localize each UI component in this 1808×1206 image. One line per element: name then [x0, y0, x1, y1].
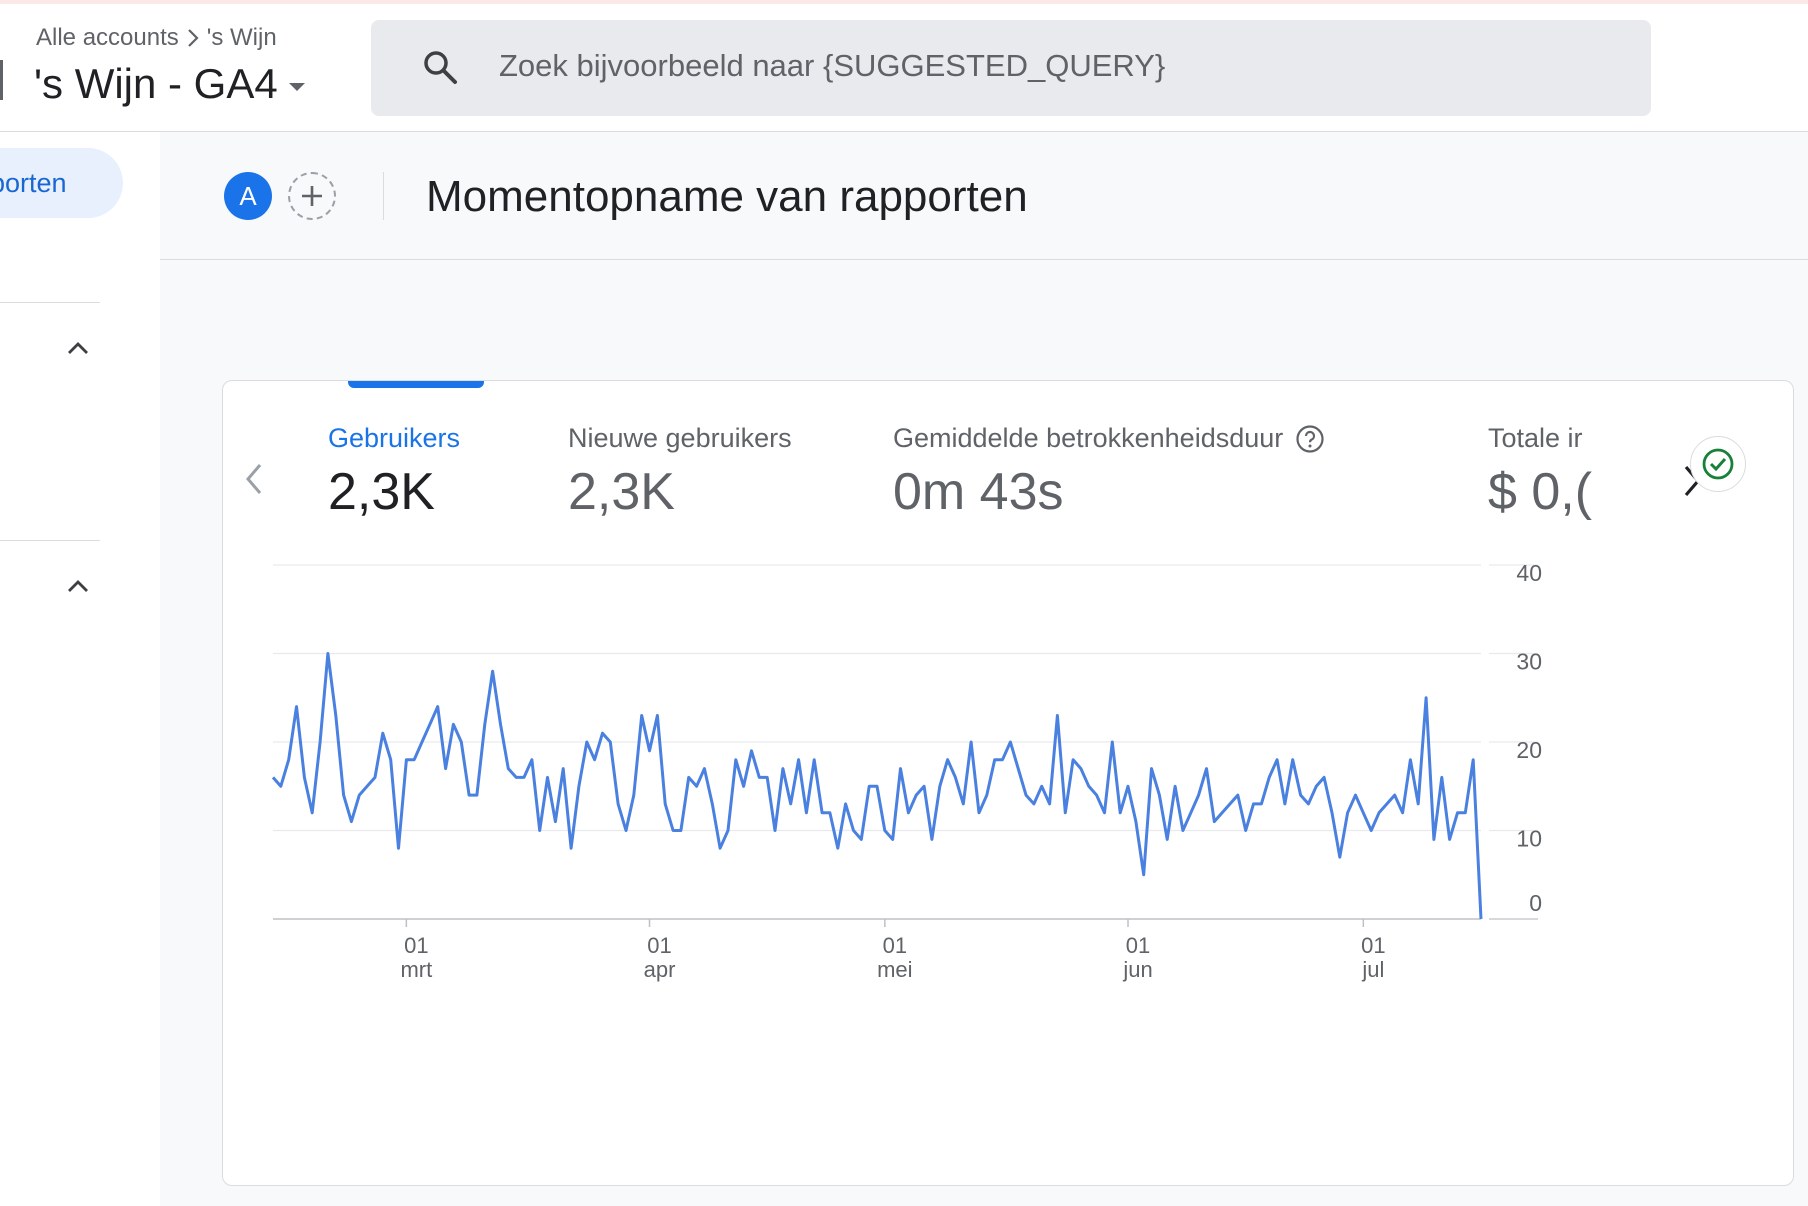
- nav-item-label: porten: [0, 167, 67, 198]
- x-tick-day: 01: [1361, 933, 1385, 958]
- metrics-card: Gebruikers 2,3K Nieuwe gebruikers 2,3K G…: [222, 380, 1794, 1186]
- search-icon: [421, 48, 459, 91]
- x-tick-month: mei: [877, 957, 912, 982]
- x-tick-day: 01: [404, 933, 428, 958]
- help-circle-icon[interactable]: [1295, 424, 1325, 454]
- search-input[interactable]: [499, 42, 1599, 90]
- metric-tab-betrokkenheidsduur[interactable]: Gemiddelde betrokkenheidsduur 0m 43s: [893, 423, 1325, 522]
- comparison-avatar[interactable]: A: [224, 172, 272, 220]
- metric-tab-totale-inkomsten[interactable]: Totale ir $ 0,(: [1488, 423, 1606, 533]
- y-tick-label: 30: [1516, 649, 1542, 675]
- x-tick-day: 01: [647, 933, 671, 958]
- chevron-right-icon: [185, 27, 201, 49]
- active-tab-indicator: [348, 381, 484, 388]
- chevron-up-icon[interactable]: [66, 340, 90, 361]
- x-tick-month: mrt: [400, 957, 432, 982]
- metric-label: Gebruikers: [328, 423, 461, 453]
- breadcrumb-all-accounts[interactable]: Alle accounts: [36, 24, 179, 51]
- search-bar[interactable]: [371, 20, 1651, 116]
- property-selector[interactable]: 's Wijn - GA4: [34, 60, 306, 108]
- nav-item-rapporten[interactable]: porten: [0, 148, 123, 218]
- caret-down-icon: [288, 82, 306, 92]
- x-tick-month: jun: [1122, 957, 1152, 982]
- y-tick-label: 10: [1516, 826, 1542, 852]
- page-title-bar: A Momentopname van rapporten: [160, 132, 1808, 260]
- metric-label-row: Gemiddelde betrokkenheidsduur: [893, 423, 1325, 454]
- series-line-gebruikers: [271, 652, 1483, 920]
- y-tick-label: 0: [1529, 890, 1542, 916]
- breadcrumb: Alle accounts 's Wijn: [36, 24, 277, 52]
- x-tick-month: jul: [1361, 957, 1384, 982]
- metric-value: $ 0,(: [1488, 463, 1593, 521]
- metric-tab-nieuwe-gebruikers[interactable]: Nieuwe gebruikers 2,3K: [568, 423, 792, 522]
- x-tick-day: 01: [1126, 933, 1150, 958]
- page-title: Momentopname van rapporten: [426, 172, 1028, 221]
- metric-label: Gemiddelde betrokkenheidsduur: [893, 423, 1284, 453]
- side-navigation: porten: [0, 132, 160, 1206]
- data-quality-check-icon[interactable]: [1690, 436, 1746, 492]
- metric-label: Nieuwe gebruikers: [568, 423, 792, 453]
- main-content: A Momentopname van rapporten Gebruikers …: [160, 132, 1808, 1206]
- app-header: Alle accounts 's Wijn 's Wijn - GA4: [0, 4, 1808, 132]
- title-divider: [383, 172, 384, 220]
- nav-divider: [0, 540, 100, 541]
- header-left-edge: [0, 60, 3, 100]
- y-tick-label: 40: [1516, 560, 1542, 586]
- add-comparison-button[interactable]: [288, 172, 336, 220]
- metric-value: 2,3K: [328, 463, 435, 521]
- chevron-left-icon[interactable]: [243, 461, 265, 502]
- chevron-up-icon[interactable]: [66, 578, 90, 599]
- breadcrumb-account[interactable]: 's Wijn: [206, 24, 277, 51]
- avatar-letter: A: [239, 180, 257, 211]
- metric-tab-gebruikers[interactable]: Gebruikers 2,3K: [328, 423, 460, 522]
- x-tick-day: 01: [883, 933, 907, 958]
- y-tick-label: 20: [1516, 737, 1542, 763]
- metric-label: Totale ir: [1488, 423, 1583, 453]
- property-name: 's Wijn - GA4: [34, 60, 278, 107]
- plus-icon: [302, 186, 322, 206]
- top-strip: [0, 0, 1808, 4]
- x-tick-month: apr: [644, 957, 676, 982]
- metric-value: 2,3K: [568, 463, 675, 521]
- nav-divider: [0, 302, 100, 303]
- metric-value: 0m 43s: [893, 463, 1064, 521]
